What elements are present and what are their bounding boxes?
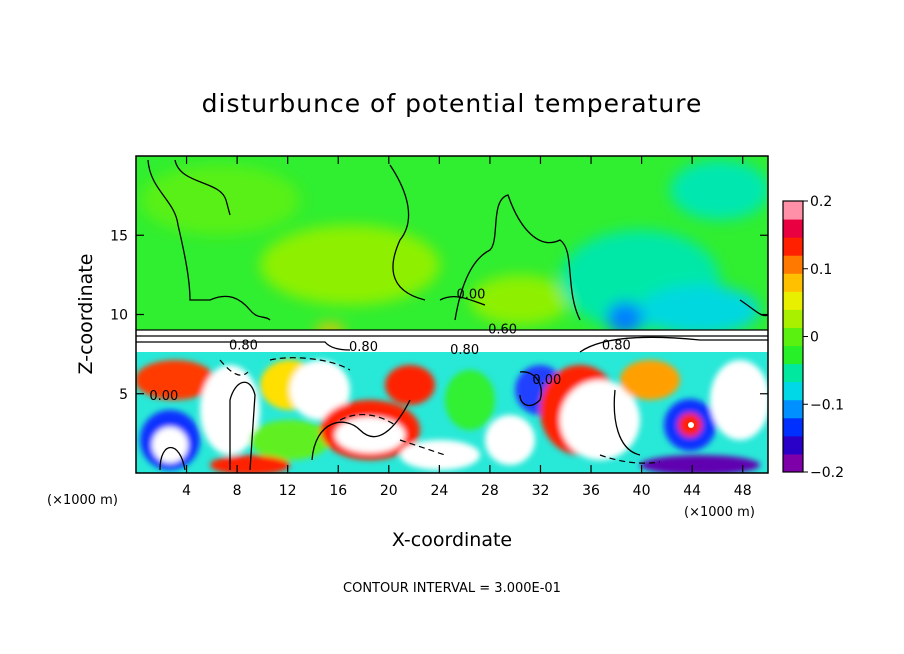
x-tick-label: 12	[279, 483, 297, 499]
field-lower-blob	[445, 370, 495, 430]
colorbar-tick-label: 0.2	[810, 194, 832, 210]
x-axis-ticks: 4 8 12 16 20 24 28 32 36 40 44 48	[182, 156, 752, 499]
x-tick-label: 40	[633, 483, 651, 499]
colorbar-swatch	[783, 345, 803, 365]
contour-label: 0.00	[149, 389, 178, 404]
contour-label: 0.60	[488, 323, 517, 338]
colorbar: 0.2 0.1 0 −0.1 −0.2	[782, 194, 844, 481]
y-axis-label: Z-coordinate	[75, 254, 97, 375]
field-lower-blob	[640, 455, 760, 473]
y-tick-label: 10	[110, 308, 128, 324]
colorbar-swatch	[783, 237, 803, 256]
colorbar-swatch	[783, 381, 803, 401]
colorbar-swatch	[783, 255, 803, 274]
x-axis-label: X-coordinate	[392, 529, 512, 551]
colorbar-swatch	[783, 399, 803, 419]
contour-label: 0.00	[456, 288, 485, 303]
contour-line	[311, 399, 411, 461]
contour-line	[174, 159, 231, 216]
colorbar-tick-label: −0.1	[810, 397, 844, 413]
field-lower-blob	[400, 440, 480, 470]
contour-line	[519, 371, 542, 407]
field-green-patch	[140, 165, 300, 235]
field-lower-blob	[152, 427, 188, 463]
contour-line	[269, 357, 351, 371]
colorbar-swatch	[783, 291, 803, 310]
contour-line	[229, 381, 256, 471]
colorbar-swatch	[783, 327, 803, 347]
field-yellowgreen-patch	[260, 225, 440, 305]
contour-lines	[136, 159, 768, 471]
colorbar-tick-label: 0.1	[810, 262, 832, 278]
contour-label: 0.80	[349, 340, 378, 355]
chart-title: disturbunce of potential temperature	[202, 89, 703, 118]
field-lower-blob	[710, 360, 768, 440]
x-tick-label: 48	[734, 483, 752, 499]
colorbar-swatch	[783, 363, 803, 383]
heatmap-field	[136, 156, 768, 473]
field-lower-blob	[560, 380, 640, 460]
contour-line	[599, 454, 661, 464]
contour-labels: 0.60 0.80 0.80 0.00 0.00 0.00 0.80 0.80	[149, 288, 630, 404]
contour-label: 0.80	[229, 338, 258, 353]
y-tick-label: 15	[110, 228, 128, 244]
contour-line	[399, 439, 446, 456]
colorbar-swatch	[783, 435, 803, 455]
contour-line	[219, 359, 249, 376]
x-tick-label: 32	[532, 483, 550, 499]
contour-line	[454, 194, 581, 321]
x-tick-label: 24	[430, 483, 448, 499]
colorbar-swatch	[783, 309, 803, 328]
field-lower-blob	[620, 360, 680, 400]
x-tick-label: 20	[380, 483, 398, 499]
contour-line	[389, 164, 426, 301]
x-unit-label-left: (×1000 m)	[47, 493, 118, 508]
colorbar-swatch	[783, 273, 803, 292]
contour-line	[613, 389, 641, 456]
x-tick-label: 36	[582, 483, 600, 499]
field-lower-blob	[136, 360, 215, 400]
field-cyan-patch	[640, 285, 760, 335]
contour-line	[339, 413, 396, 426]
field-yellowgreen-patch	[470, 275, 570, 325]
contour-line	[147, 159, 271, 321]
contour-line	[439, 296, 486, 306]
contour-label: 0.00	[532, 373, 561, 388]
colorbar-swatch	[783, 219, 803, 238]
x-tick-label: 4	[182, 483, 191, 499]
colorbar-swatch	[783, 417, 803, 437]
colorbar-tick-label: 0	[810, 330, 819, 346]
y-axis-ticks: 5 10 15	[110, 228, 768, 403]
field-lower-blob	[485, 415, 535, 465]
contour-label: 0.80	[602, 338, 631, 353]
field-lower-blob	[290, 360, 350, 420]
contour-line	[739, 299, 768, 317]
field-blue-patch	[607, 302, 643, 334]
colorbar-tick-label: −0.2	[810, 465, 844, 481]
x-tick-label: 16	[329, 483, 347, 499]
contour-label: 0.80	[450, 343, 479, 358]
x-tick-label: 44	[683, 483, 701, 499]
contour-line	[136, 341, 351, 351]
x-tick-label: 8	[233, 483, 242, 499]
colorbar-swatch	[783, 201, 803, 220]
field-cyan-patch	[670, 160, 768, 220]
contour-interval-footer: CONTOUR INTERVAL = 3.000E-01	[343, 581, 561, 596]
colorbar-swatch	[783, 453, 803, 473]
x-unit-label-right: (×1000 m)	[684, 505, 755, 520]
field-vortex-center	[688, 422, 694, 428]
field-lower-blob	[250, 420, 330, 460]
field-lower-blob	[335, 417, 405, 453]
field-lower-blob	[385, 365, 435, 405]
contour-line	[579, 336, 768, 353]
y-tick-label: 5	[119, 387, 128, 403]
x-tick-label: 28	[481, 483, 499, 499]
contour-line	[159, 447, 186, 471]
contour-lines-dashed	[219, 357, 661, 464]
